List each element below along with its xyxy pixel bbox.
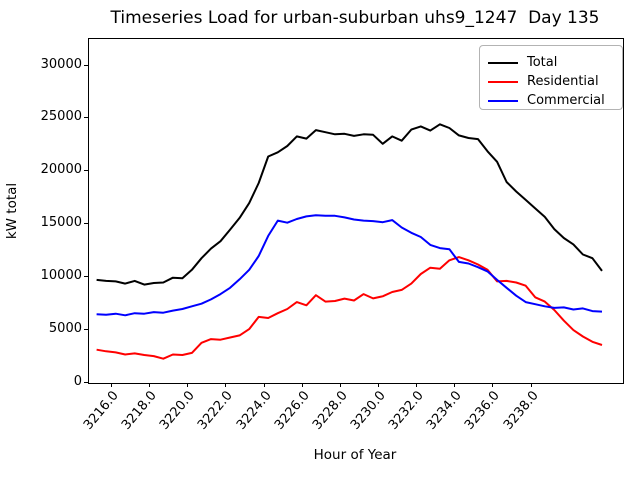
y-tick-label: 5000 [48, 321, 82, 337]
y-tick-label: 15000 [40, 215, 82, 231]
legend: Total Residential Commercial [479, 45, 623, 110]
legend-entry-residential: Residential [488, 72, 622, 91]
chart-title: Timeseries Load for urban-suburban uhs9_… [110, 8, 600, 28]
x-tick-mark [225, 383, 227, 387]
y-tick-mark [84, 170, 88, 172]
x-tick-mark [339, 383, 341, 387]
x-tick-mark [416, 383, 417, 387]
x-tick-mark [301, 383, 303, 387]
x-tick-mark [492, 383, 494, 387]
legend-entry-commercial: Commercial [488, 91, 622, 110]
legend-label-total: Total [527, 55, 558, 70]
plot-area [96, 123, 603, 360]
x-tick-mark [530, 383, 532, 387]
y-tick-mark [84, 382, 88, 383]
y-tick-label: 0 [73, 374, 82, 389]
y-tick-mark [84, 329, 88, 331]
total-line-sample [488, 61, 518, 64]
y-axis-label: kW total [4, 182, 20, 240]
y-tick-label: 30000 [40, 56, 82, 72]
y-tick-mark [84, 117, 88, 119]
y-tick-mark [84, 64, 88, 66]
total-line [96, 123, 603, 286]
commercial-line-sample [488, 99, 518, 102]
y-tick-label: 25000 [40, 109, 82, 125]
x-tick-mark [187, 383, 189, 387]
y-tick-label: 20000 [40, 162, 82, 178]
x-tick-mark [263, 383, 265, 387]
legend-label-commercial: Commercial [527, 93, 605, 108]
commercial-line [96, 214, 603, 317]
y-tick-label: 10000 [40, 268, 82, 284]
x-axis-label: Hour of Year [313, 447, 397, 463]
x-tick-mark [149, 383, 150, 387]
x-tick-mark [377, 383, 379, 387]
legend-label-residential: Residential [527, 74, 599, 89]
y-tick-mark [84, 276, 88, 278]
residential-line [96, 256, 603, 360]
y-tick-mark [84, 223, 88, 225]
residential-line-sample [488, 80, 518, 83]
x-tick-mark [454, 383, 456, 387]
x-tick-mark [110, 383, 112, 387]
legend-entry-total: Total [488, 53, 622, 72]
